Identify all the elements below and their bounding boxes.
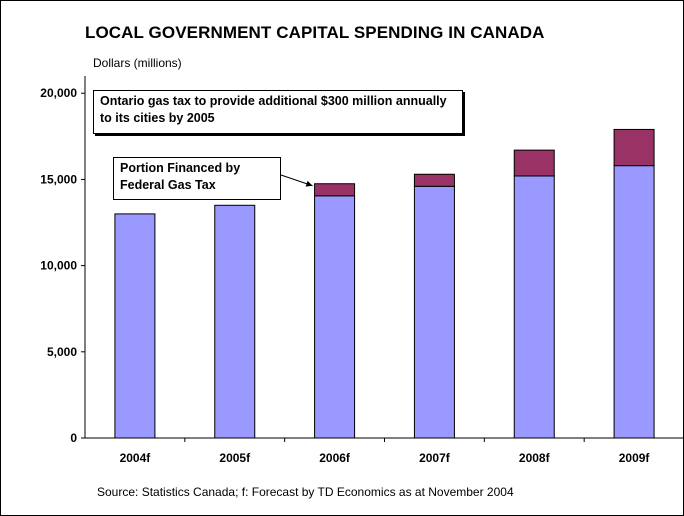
y-tick-label: 15,000 xyxy=(40,172,77,186)
y-tick-label: 0 xyxy=(70,431,77,445)
annotation-ontario-gas-tax: Ontario gas tax to provide additional $3… xyxy=(93,90,463,134)
y-tick-label: 5,000 xyxy=(47,345,77,359)
bar-federal-gas-tax xyxy=(314,183,356,197)
x-tick-label: 2008f xyxy=(519,451,551,465)
y-axis-label: Dollars (millions) xyxy=(93,56,182,70)
y-tick-label: 20,000 xyxy=(40,86,77,100)
x-tick-label: 2005f xyxy=(219,451,251,465)
x-tick-label: 2007f xyxy=(419,451,451,465)
bar-base xyxy=(613,165,655,439)
annotation-federal-gas-tax: Portion Financed by Federal Gas Tax xyxy=(113,157,281,200)
chart-title: LOCAL GOVERNMENT CAPITAL SPENDING IN CAN… xyxy=(85,23,545,42)
bar-federal-gas-tax xyxy=(413,173,455,187)
x-tick-label: 2009f xyxy=(619,451,651,465)
annotation-arrowhead xyxy=(305,180,313,187)
source-note: Source: Statistics Canada; f: Forecast b… xyxy=(97,485,514,499)
x-tick-label: 2004f xyxy=(120,451,152,465)
bar-base xyxy=(214,204,256,439)
x-tick-label: 2006f xyxy=(319,451,351,465)
bar-base xyxy=(413,185,455,439)
bar-federal-gas-tax xyxy=(613,128,655,167)
bar-base xyxy=(114,213,156,439)
bar-base xyxy=(314,195,356,439)
bar-base xyxy=(513,175,555,439)
bar-federal-gas-tax xyxy=(513,149,555,177)
y-tick-label: 10,000 xyxy=(40,259,77,273)
